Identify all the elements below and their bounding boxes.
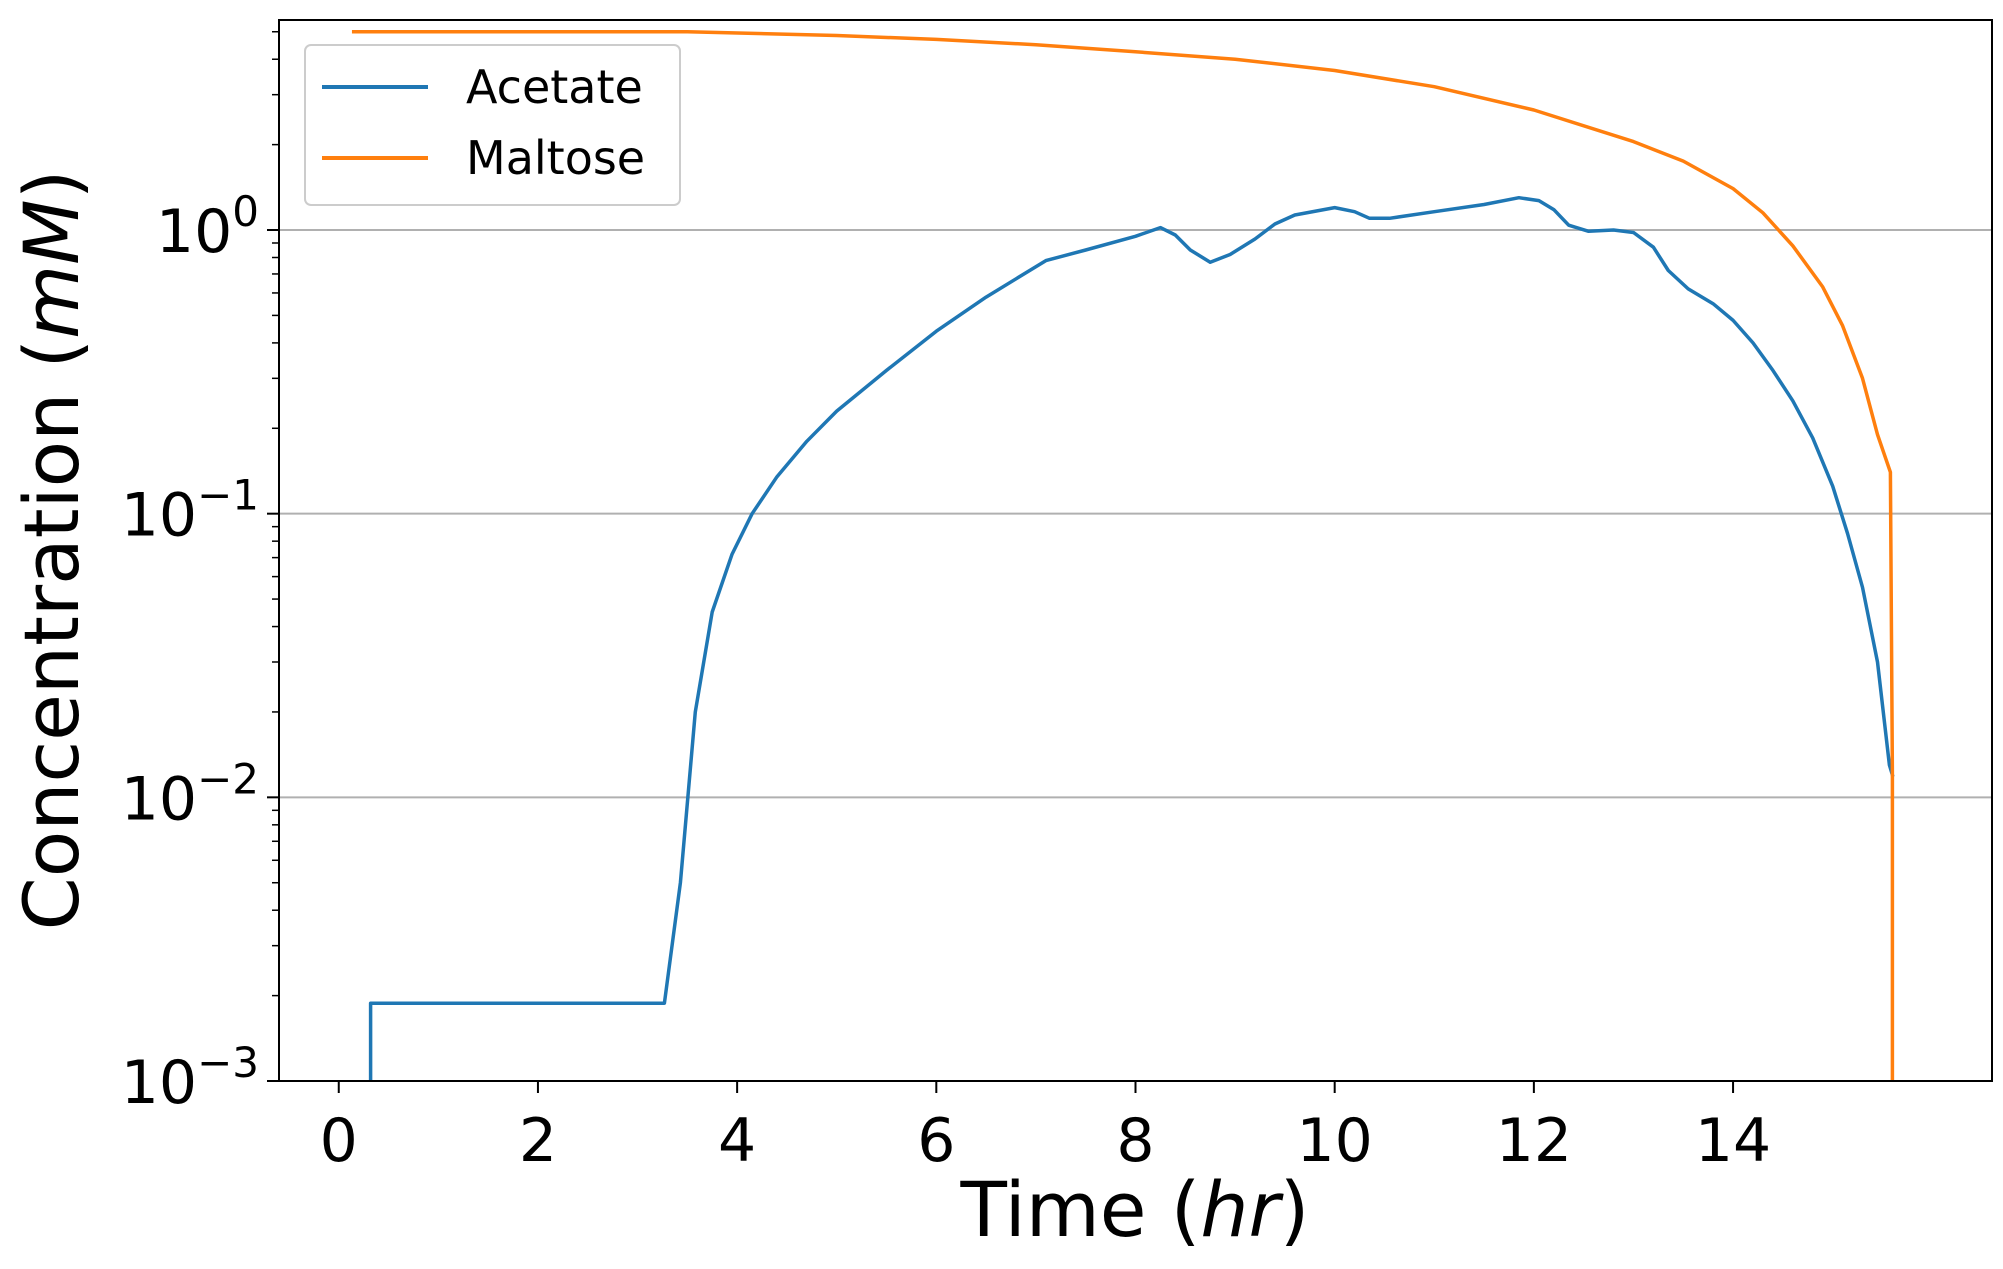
x-tick-label: 12 [1496, 1106, 1572, 1176]
x-axis-label: Time (hr) [960, 1165, 1310, 1254]
series-layer [351, 29, 1895, 1081]
y-tick-label: 10−2 [121, 754, 259, 834]
x-tick-label: 14 [1695, 1106, 1771, 1176]
x-tick-label: 8 [1116, 1106, 1154, 1176]
x-tick-label: 2 [519, 1106, 557, 1176]
y-axis-label-close: ) [7, 170, 96, 200]
y-axis-label: Concentration (mM) [7, 170, 96, 931]
legend-label-acetate: Acetate [466, 60, 643, 114]
y-axis-label-unit: mM [7, 199, 96, 339]
series-line-acetate [368, 195, 1895, 1081]
y-tick-label: 10−3 [121, 1038, 259, 1118]
x-tick-label: 4 [718, 1106, 756, 1176]
y-tick-label: 10−1 [121, 471, 259, 551]
y-tick-label: 100 [156, 187, 259, 267]
x-tick-label: 10 [1297, 1106, 1373, 1176]
x-axis-label-close: ) [1280, 1165, 1310, 1254]
y-axis-label-main: Concentration ( [7, 339, 96, 930]
legend-label-maltose: Maltose [466, 131, 645, 185]
series-line-maltose [351, 29, 1895, 1081]
x-axis-label-unit: hr [1200, 1165, 1284, 1254]
x-tick-label: 6 [917, 1106, 955, 1176]
y-axis: 10−3 10−2 10−1 100 [121, 30, 279, 1118]
legend: Acetate Maltose [304, 44, 681, 206]
x-axis-label-main: Time ( [960, 1165, 1201, 1254]
x-tick-label: 0 [320, 1106, 358, 1176]
x-axis: 0 2 4 6 8 10 12 14 [320, 1081, 1771, 1176]
